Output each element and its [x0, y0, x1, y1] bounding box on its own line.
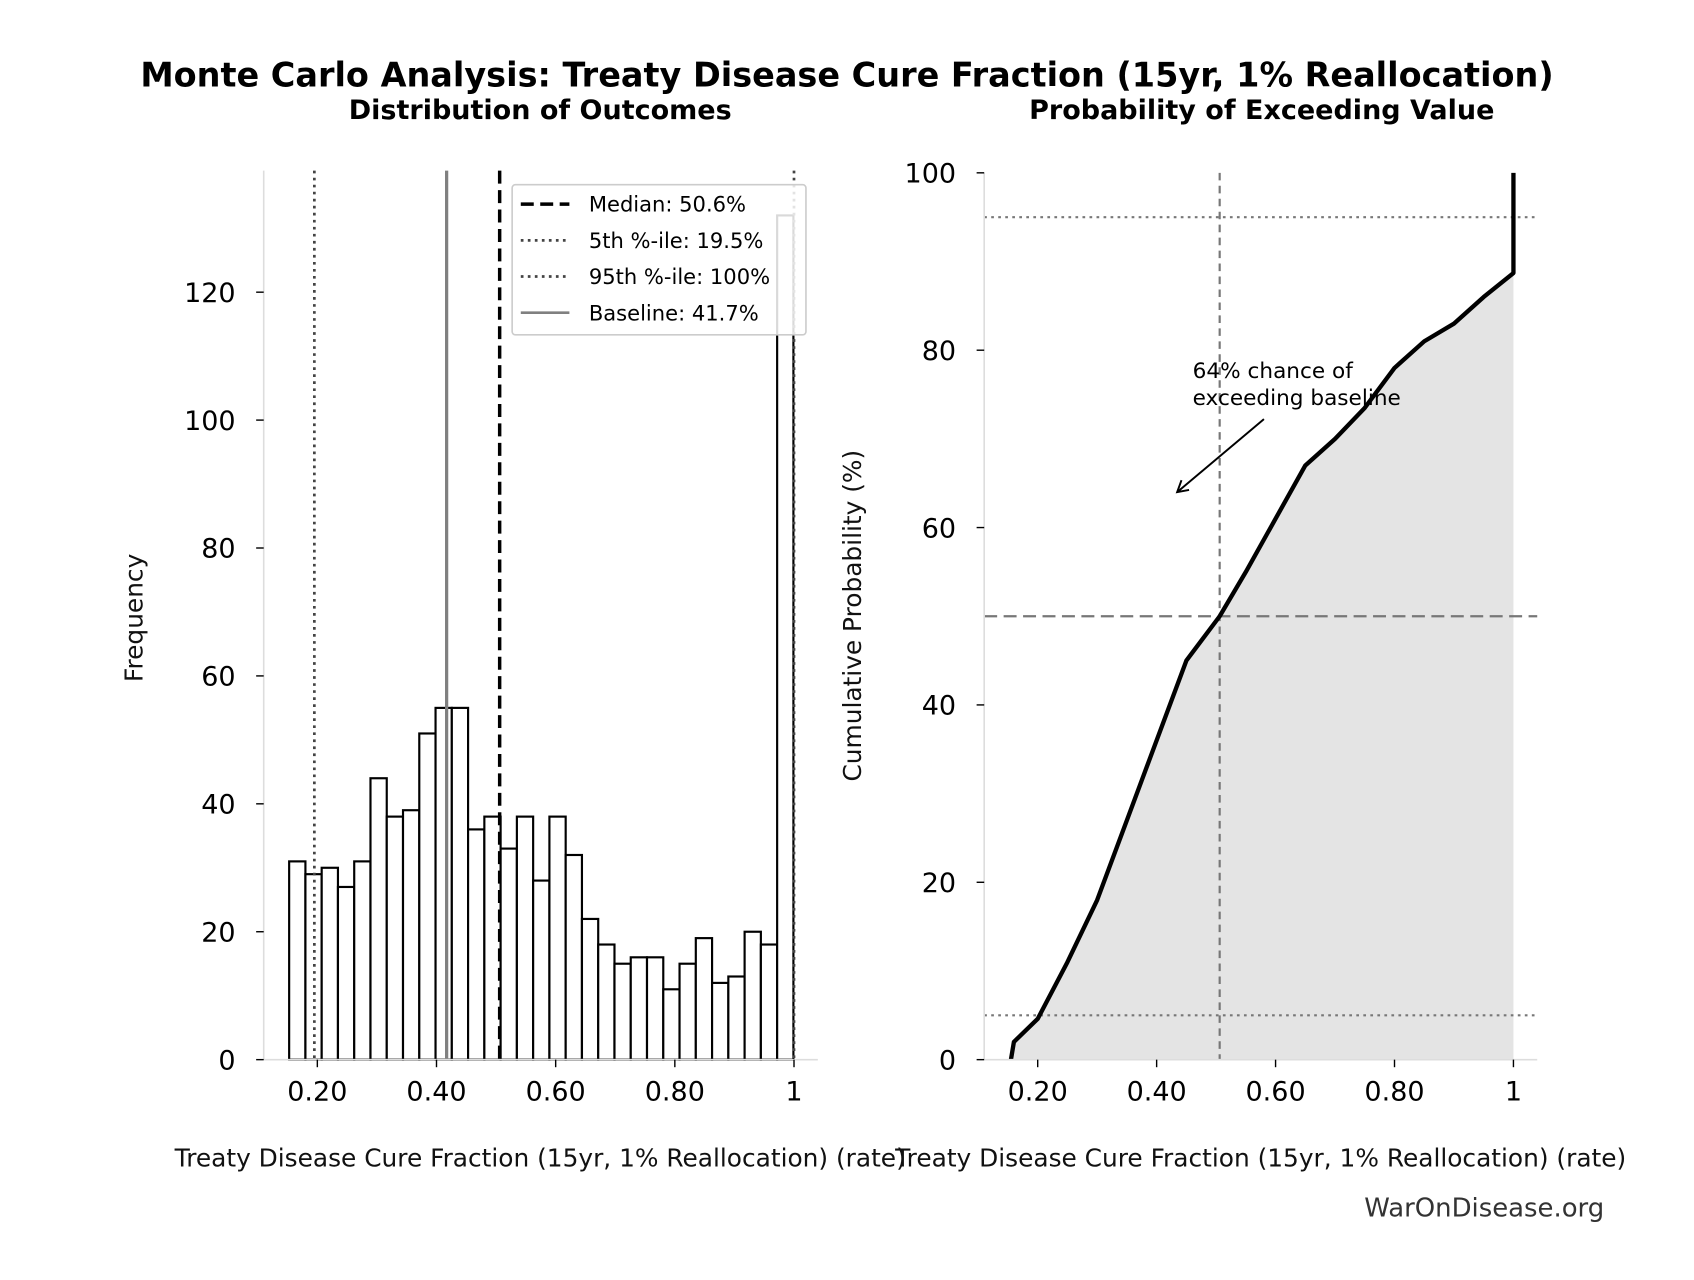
legend-label: 95th %-ile: 100%	[589, 264, 770, 289]
cdf-fill	[1010, 273, 1514, 1060]
legend: Median: 50.6% 5th %-ile: 19.5% 95th %-ile:…	[511, 183, 807, 336]
histogram-bar	[776, 214, 795, 1061]
histogram-bar	[418, 732, 437, 1061]
y-tick-label: 20	[201, 917, 235, 948]
histogram-bar	[467, 828, 486, 1061]
legend-box	[511, 183, 807, 336]
histogram-bar	[645, 956, 665, 1061]
histogram-bar	[759, 943, 779, 1061]
arrowhead-icon	[1175, 479, 1190, 494]
left-y-axis-label: Frequency	[120, 554, 149, 682]
cdf-axes: 0.20 0.40 0.60 0.80 1 0 20 40 60 80 100 64% chance …	[905, 159, 1538, 1108]
x-tick-label: 0.40	[1127, 1077, 1187, 1108]
histogram-bar	[629, 956, 649, 1061]
annotation-text: exceeding baseline	[1193, 386, 1401, 411]
y-tick-label: 80	[201, 534, 235, 565]
y-tick-label: 0	[939, 1045, 956, 1076]
right-subplot-title: Probability of Exceeding Value	[1029, 95, 1494, 126]
legend-label: 5th %-ile: 19.5%	[589, 228, 764, 253]
histogram-bar	[743, 930, 762, 1061]
histogram-bar	[710, 981, 730, 1061]
histogram-bar	[336, 885, 356, 1061]
y-tick-label: 60	[201, 662, 235, 693]
histogram-bar	[515, 815, 535, 1061]
footer-watermark: WarOnDisease.org	[1364, 1193, 1604, 1223]
x-tick-label: 1	[785, 1077, 802, 1108]
legend-label: Baseline: 41.7%	[589, 300, 759, 325]
x-tick-label: 0.80	[645, 1077, 705, 1108]
histogram-bar	[369, 777, 388, 1061]
annotation-text: 64% chance of	[1193, 359, 1355, 384]
histogram-bar	[532, 879, 551, 1061]
x-tick-label: 0.40	[406, 1077, 466, 1108]
histogram-bar	[434, 706, 453, 1061]
y-tick-label: 80	[922, 336, 956, 367]
histogram-bar	[288, 860, 307, 1061]
y-tick-label: 120	[184, 278, 236, 309]
annotation-arrow	[1176, 418, 1265, 493]
left-subplot-title: Distribution of Outcomes	[349, 95, 732, 126]
legend-label: Median: 50.6%	[589, 192, 746, 217]
histogram-bar	[401, 809, 421, 1061]
histogram-axes: 0.20 0.40 0.60 0.80 1 0 20 40 60 80 100 120 Median: …	[184, 170, 818, 1108]
x-tick-label: 0.80	[1364, 1077, 1424, 1108]
histogram-bar	[613, 962, 632, 1061]
cdf-line	[1008, 172, 1516, 1061]
y-tick-label: 20	[922, 868, 956, 899]
x-tick-label: 1	[1505, 1077, 1522, 1108]
right-y-axis-label: Cumulative Probability (%)	[838, 450, 867, 782]
y-tick-label: 40	[201, 790, 235, 821]
histogram-bar	[678, 962, 697, 1061]
y-tick-label: 100	[184, 406, 236, 437]
y-tick-label: 60	[922, 513, 956, 544]
x-tick-label: 0.20	[287, 1077, 347, 1108]
y-tick-label: 100	[905, 159, 957, 190]
y-tick-label: 40	[922, 691, 956, 722]
histogram-bar	[499, 847, 518, 1061]
figure-title: Monte Carlo Analysis: Treaty Disease Cur…	[140, 55, 1553, 94]
histogram-bar	[662, 988, 681, 1061]
histogram-bar	[694, 937, 714, 1061]
x-tick-label: 0.20	[1008, 1077, 1068, 1108]
histogram-bar	[580, 917, 600, 1061]
histogram-bar	[597, 943, 616, 1061]
y-tick-label: 0	[218, 1045, 235, 1076]
histogram-bar	[564, 853, 584, 1061]
histogram-bar	[450, 706, 470, 1061]
histogram-bar	[320, 866, 340, 1061]
right-x-axis-label: Treaty Disease Cure Fraction (15yr, 1% R…	[894, 1144, 1626, 1173]
histogram-bar	[727, 975, 746, 1061]
histogram-bar	[385, 815, 405, 1061]
x-tick-label: 0.60	[526, 1077, 586, 1108]
x-tick-label: 0.60	[1246, 1077, 1306, 1108]
histogram-bar	[353, 860, 372, 1061]
histogram-bar	[548, 815, 567, 1061]
left-x-axis-label: Treaty Disease Cure Fraction (15yr, 1% R…	[174, 1144, 906, 1173]
